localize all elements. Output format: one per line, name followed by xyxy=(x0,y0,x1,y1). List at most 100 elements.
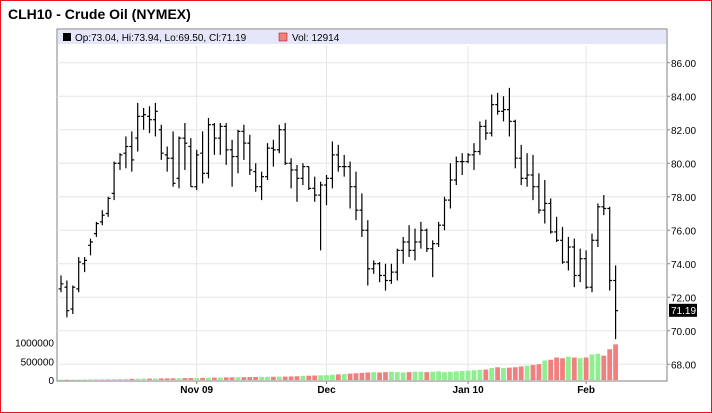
volume-bar xyxy=(607,349,613,380)
volume-bar xyxy=(377,372,382,380)
volume-bar xyxy=(88,379,93,380)
ohlc-bar xyxy=(153,102,158,137)
volume-bar xyxy=(501,368,506,380)
ohlc-bar xyxy=(206,118,211,179)
volume-bar xyxy=(306,375,312,380)
ohlc-bar xyxy=(241,124,247,160)
ohlc-bar xyxy=(123,136,129,169)
volume-bar xyxy=(353,373,359,380)
volume-bar xyxy=(365,372,371,380)
volume-bar xyxy=(64,379,70,381)
volume-bar xyxy=(206,377,211,380)
ohlc-bar xyxy=(276,124,282,154)
ohlc-bar xyxy=(182,123,188,170)
ohlc-bar xyxy=(530,154,536,201)
ohlc-bar xyxy=(229,139,235,187)
volume-bar xyxy=(176,378,182,380)
volume-bar xyxy=(259,376,264,380)
volume-tick-label: 0 xyxy=(48,376,54,387)
ohlc-bar xyxy=(259,171,264,201)
volume-bar xyxy=(335,374,341,380)
ohlc-bar xyxy=(483,119,489,140)
volume-bar xyxy=(347,373,353,380)
time-tick-label: Jan 10 xyxy=(453,385,485,396)
volume-bar xyxy=(212,377,217,380)
volume-legend-swatch xyxy=(278,32,288,42)
ohlc-bar xyxy=(88,238,93,256)
ohlc-bar xyxy=(94,221,99,237)
volume-bar xyxy=(300,375,306,380)
volume-bar xyxy=(70,379,76,381)
ohlc-bar xyxy=(359,193,365,237)
volume-bar xyxy=(170,378,176,380)
ohlc-bar xyxy=(412,228,418,261)
ohlc-bar xyxy=(495,92,500,115)
price-axis: 86.00 84.00 82.00 80.00 78.00 76.00 74.00 72.00… xyxy=(667,59,696,371)
volume-bar xyxy=(507,367,512,380)
ohlc-bar xyxy=(58,275,64,293)
ohlc-bar xyxy=(306,166,312,191)
volume-bar xyxy=(412,371,418,380)
volume-bar xyxy=(247,377,253,380)
time-axis: Nov 09 Dec Jan 10 Feb xyxy=(180,381,595,396)
last-price-label: 71.19 xyxy=(671,306,696,317)
volume-bar xyxy=(442,372,447,380)
chart-title: CLH10 - Crude Oil (NYMEX) xyxy=(8,6,191,22)
volume-bar xyxy=(164,378,170,380)
ohlc-bar xyxy=(324,174,329,206)
ohlc-bar xyxy=(601,195,607,216)
ohlc-bar xyxy=(164,146,170,172)
volume-bar xyxy=(465,370,471,380)
ohlc-bar xyxy=(347,161,353,209)
ohlc-bar xyxy=(300,163,306,186)
ohlc-bar xyxy=(560,226,565,264)
volume-bar xyxy=(271,376,276,380)
price-tick-label: 86.00 xyxy=(671,59,696,70)
volume-bar xyxy=(241,377,247,380)
ohlc-bar xyxy=(141,107,146,130)
volume-bar xyxy=(424,372,430,380)
volume-bar xyxy=(276,376,282,380)
price-tick-label: 78.00 xyxy=(671,193,696,204)
ohlc-bar xyxy=(548,198,554,234)
volume-bar xyxy=(483,369,489,380)
ohlc-bar xyxy=(436,221,441,247)
volume-bar xyxy=(99,379,105,380)
price-tick-label: 80.00 xyxy=(671,159,696,170)
volume-legend-text: Vol: 12914 xyxy=(292,33,340,44)
volume-bar xyxy=(318,375,323,380)
ohlc-bar xyxy=(188,138,194,188)
volume-bar xyxy=(394,372,400,380)
volume-bar xyxy=(548,359,554,380)
volume-bar xyxy=(389,371,394,380)
volume-bar xyxy=(595,353,601,380)
ohlc-bar xyxy=(170,131,176,187)
ohlc-bar xyxy=(542,180,548,224)
ohlc-bar xyxy=(389,263,394,284)
volume-bar xyxy=(123,378,129,380)
ohlc-bar xyxy=(453,156,459,186)
volume-bar xyxy=(223,377,229,380)
ohlc-bar xyxy=(459,153,465,175)
time-tick-label: Feb xyxy=(577,385,595,396)
volume-bar xyxy=(400,372,406,380)
ohlc-bar xyxy=(64,280,70,318)
volume-bar xyxy=(453,371,459,380)
ohlc-bar xyxy=(147,106,152,134)
volume-bar xyxy=(577,358,583,380)
volume-bar xyxy=(135,378,141,380)
ohlc-bar xyxy=(507,87,512,137)
volume-bar xyxy=(477,369,483,380)
ohlc-bar xyxy=(583,250,589,289)
ohlc-bar xyxy=(607,206,613,291)
ohlc-bar xyxy=(566,236,571,271)
ohlc-bars xyxy=(58,87,618,340)
volume-bar xyxy=(111,379,117,380)
volume-bar xyxy=(265,376,270,380)
volume-bar xyxy=(383,372,388,380)
ohlc-bar xyxy=(353,171,359,221)
ohlc-bar xyxy=(117,153,123,170)
volume-bar xyxy=(158,378,164,380)
ohlc-bar xyxy=(489,94,495,137)
